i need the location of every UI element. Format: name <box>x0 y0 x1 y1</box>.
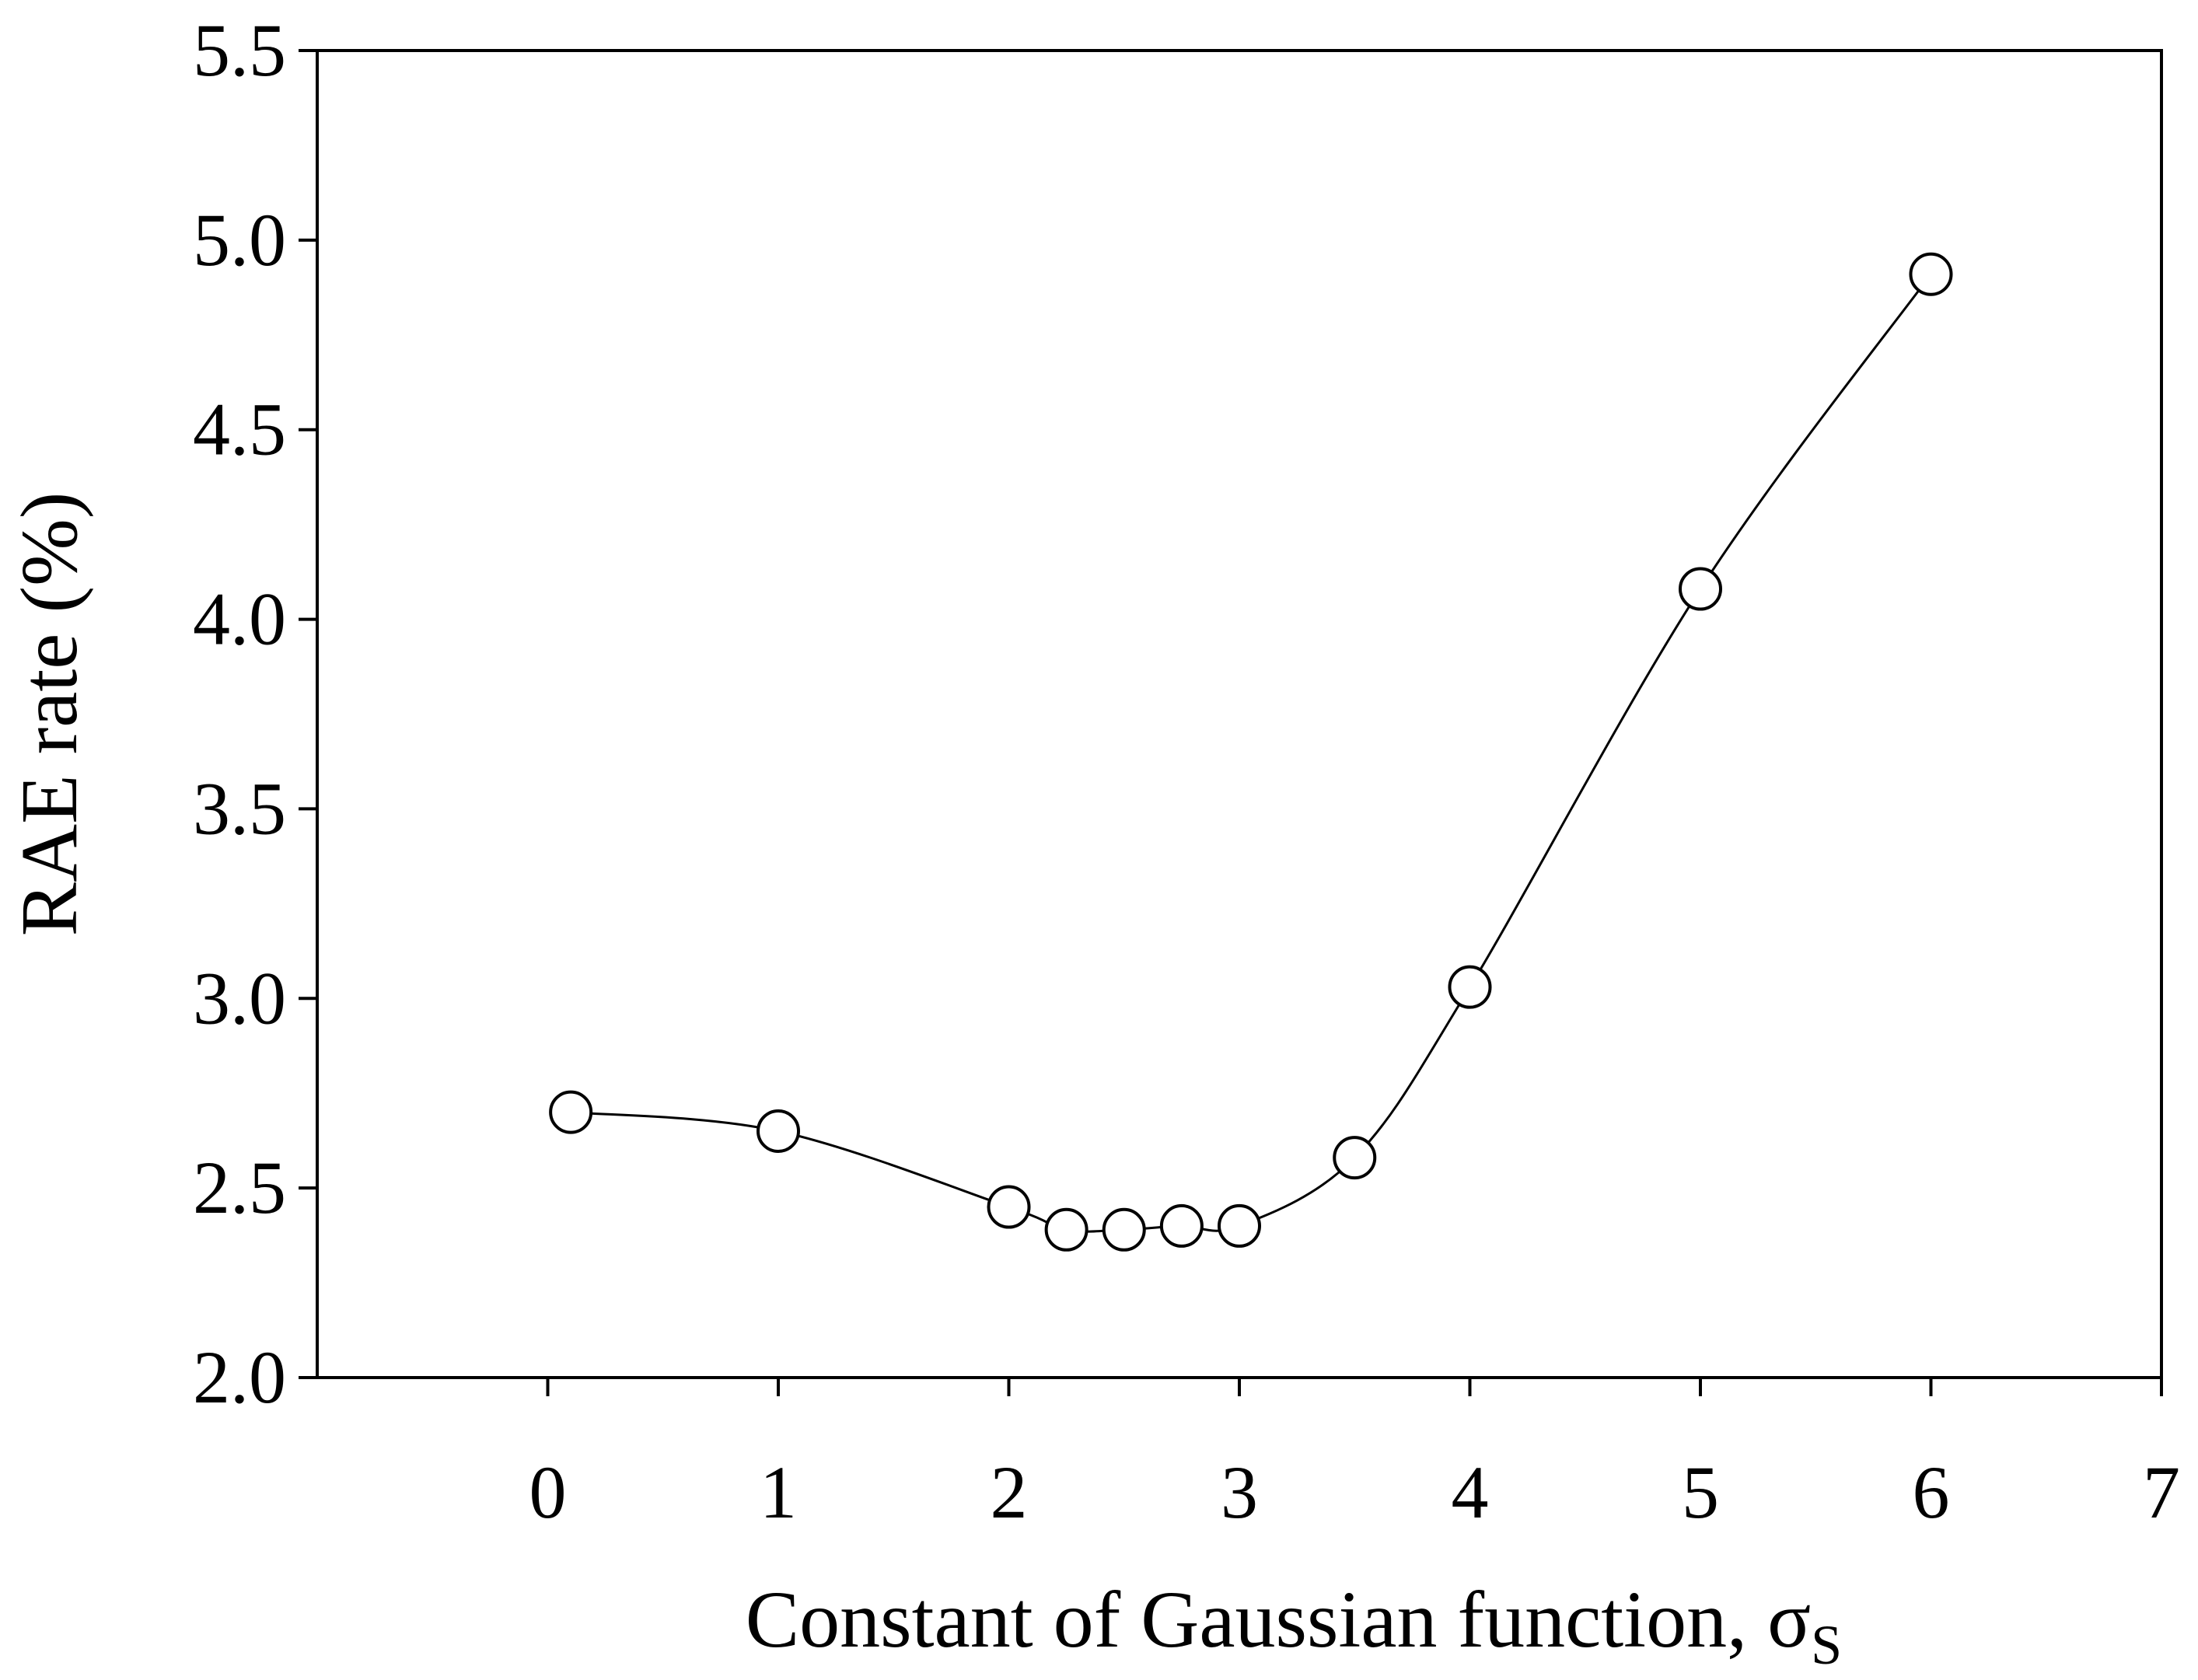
data-point-marker <box>1159 1203 1204 1248</box>
y-tick-label: 5.0 <box>193 198 286 281</box>
y-tick-label: 5.5 <box>193 9 286 92</box>
plot-frame <box>316 49 2163 1379</box>
y-tick-label: 4.5 <box>193 388 286 471</box>
data-point-marker <box>1679 567 1722 611</box>
x-tick-label: 7 <box>2143 1451 2180 1534</box>
x-tick-label: 1 <box>760 1451 797 1534</box>
x-axis-title: Constant of Gaussian function, σS <box>746 1575 1842 1676</box>
y-tick-label: 2.0 <box>193 1336 286 1419</box>
data-point-marker <box>1448 965 1492 1009</box>
y-axis-title: RAE rate (%) <box>5 492 94 937</box>
y-axis-ticks: 2.0 2.5 3.0 3.5 4.0 4.5 5.0 5.5 <box>193 9 317 1419</box>
data-point-marker <box>1044 1207 1089 1252</box>
y-tick-label: 3.0 <box>193 956 286 1039</box>
data-point-marker <box>1333 1136 1377 1180</box>
x-axis-ticks: 0 1 2 3 4 5 6 7 <box>529 1378 2180 1534</box>
data-point-marker <box>987 1185 1031 1229</box>
x-tick-label: 2 <box>991 1451 1028 1534</box>
x-tick-label: 5 <box>1682 1451 1719 1534</box>
sigma-symbol: σ <box>1767 1575 1811 1664</box>
data-point-marker <box>1909 252 1953 296</box>
x-tick-label: 6 <box>1913 1451 1950 1534</box>
data-point-marker <box>1218 1203 1261 1248</box>
x-tick-label: 3 <box>1221 1451 1258 1534</box>
data-point-marker <box>1102 1207 1146 1252</box>
y-tick-label: 2.5 <box>193 1146 286 1229</box>
x-axis-title-text: Constant of Gaussian function, <box>746 1575 1767 1664</box>
data-point-marker <box>549 1090 593 1134</box>
series-layer <box>549 252 1953 1252</box>
series-line <box>571 273 1932 1233</box>
x-tick-label: 0 <box>529 1451 567 1534</box>
x-axis-title-subscript: S <box>1811 1614 1842 1676</box>
x-tick-label: 4 <box>1452 1451 1489 1534</box>
y-tick-label: 3.5 <box>193 767 286 850</box>
data-point-marker <box>757 1109 800 1153</box>
y-tick-label: 4.0 <box>193 578 286 661</box>
